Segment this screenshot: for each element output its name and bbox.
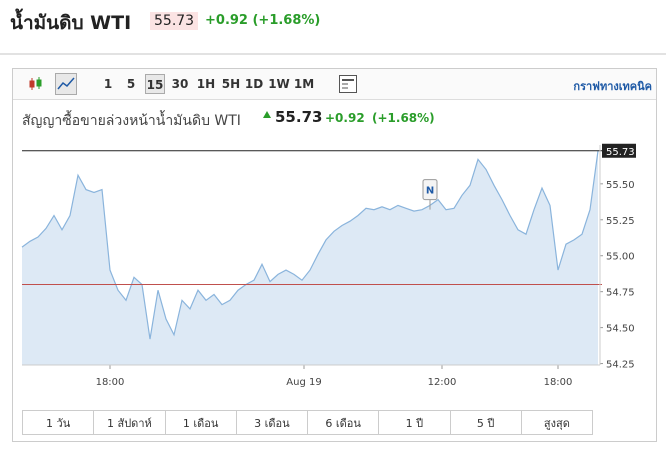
header-price: 55.73 [150, 12, 199, 30]
range-button[interactable]: 5 ปี [449, 410, 522, 435]
interval-button[interactable]: 30 [171, 77, 189, 91]
x-tick-label: Aug 19 [286, 377, 321, 388]
last-price-box [602, 143, 636, 158]
y-tick-label: 55.25 [606, 216, 635, 227]
interval-button[interactable]: 5H [221, 77, 241, 91]
annotation-text: N [426, 186, 434, 197]
separator [0, 53, 666, 55]
area [22, 150, 598, 365]
chart-widget [12, 68, 657, 442]
range-button[interactable]: 1 วัน [22, 410, 95, 435]
contract-price: 55.73 [275, 108, 323, 126]
range-button[interactable]: สูงสุด [520, 410, 593, 435]
contract-change-pct: (+1.68%) [372, 111, 435, 125]
range-button[interactable]: 1 สัปดาห์ [93, 410, 166, 435]
toolbar [13, 69, 656, 100]
interval-button[interactable]: 1H [196, 77, 216, 91]
interval-button[interactable]: 1W [268, 77, 290, 91]
interval-button[interactable]: 1M [293, 77, 315, 91]
annotation-flag [422, 179, 438, 201]
y-tick-label: 55.00 [606, 252, 635, 263]
header-change: +0.92 (+1.68%) [205, 13, 321, 28]
y-tick-label: 54.75 [606, 288, 635, 299]
y-tick-label: 54.25 [606, 360, 635, 371]
interval-button[interactable]: 1 [103, 77, 113, 91]
range-button[interactable]: 6 เดือน [307, 410, 380, 435]
price-line [21, 150, 599, 340]
contract-change: +0.92 [325, 111, 365, 125]
x-tick-label: 18:00 [96, 377, 125, 388]
settings-icon[interactable] [338, 74, 358, 94]
up-arrow [263, 111, 271, 118]
contract-name: สัญญาซื้อขายล่วงหน้าน้ำมันดิบ WTI [22, 113, 241, 129]
x-tick-label: 18:00 [544, 377, 573, 388]
instrument-title: น้ำมันดิบ WTI [10, 12, 132, 34]
technical-chart-link[interactable]: กราฟทางเทคนิค [573, 80, 652, 93]
range-button[interactable]: 1 เดือน [164, 410, 237, 435]
y-tick-label: 54.50 [606, 324, 635, 335]
interval-button[interactable]: 15 [145, 74, 165, 94]
last-price-label: 55.73 [606, 147, 635, 158]
interval-button[interactable]: 5 [126, 77, 136, 91]
range-button[interactable]: 1 ปี [378, 410, 451, 435]
interval-button[interactable]: 1D [244, 77, 264, 91]
line-icon[interactable] [55, 73, 77, 95]
y-tick-label: 55.50 [606, 180, 635, 191]
x-tick-label: 12:00 [428, 377, 457, 388]
range-button[interactable]: 3 เดือน [235, 410, 308, 435]
candle-icon[interactable] [28, 75, 46, 93]
